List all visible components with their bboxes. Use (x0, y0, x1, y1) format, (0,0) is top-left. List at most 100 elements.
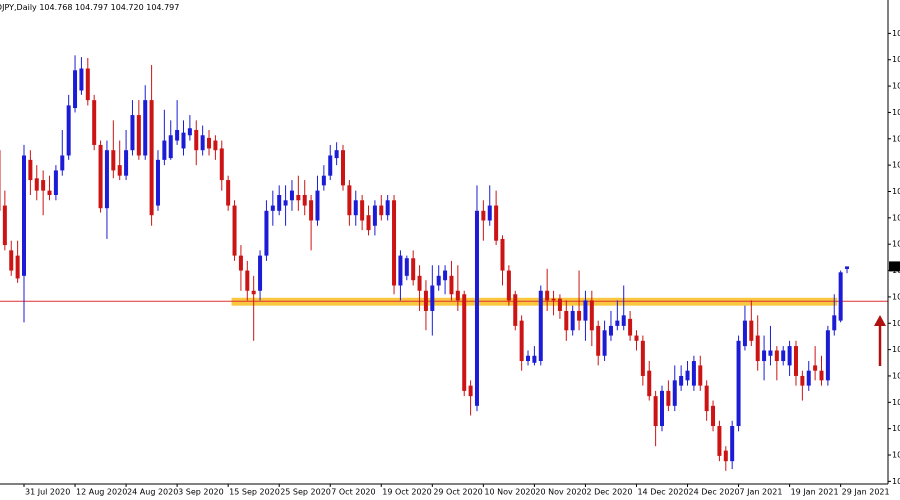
y-tick-label: 103.550 (892, 371, 900, 380)
y-tick-label: 104.450 (892, 292, 900, 301)
candle-body (411, 258, 416, 281)
candle-body (238, 255, 243, 271)
candle-body (557, 298, 562, 311)
candle-body (730, 426, 735, 462)
candle-body (538, 290, 543, 362)
y-tick-label: 104.150 (892, 319, 900, 328)
candle-body (813, 365, 818, 371)
candle-body (506, 270, 511, 301)
candle-body (832, 315, 837, 331)
candle-body (749, 320, 754, 341)
candle-body (277, 195, 282, 211)
candle-body (207, 137, 212, 149)
candle-body (200, 135, 205, 151)
candle-body (806, 370, 811, 386)
candle-body (781, 350, 786, 362)
candle-body (194, 130, 199, 151)
y-tick-label: 102.350 (892, 477, 900, 486)
candle-body (360, 200, 365, 221)
candle-body (296, 195, 301, 201)
x-tick-label: 25 Sep 2020 (280, 488, 331, 497)
candle-body (436, 275, 441, 286)
candle-body (819, 370, 824, 381)
candle-body (762, 350, 767, 362)
candle-body (468, 385, 473, 397)
chart-header: USDJPY,Daily 104.768 104.797 104.720 104… (0, 3, 179, 12)
current-price-label: 104.797 (891, 262, 900, 271)
candle-body (41, 180, 46, 191)
low-value: 104.720 (111, 3, 144, 12)
candle-body (800, 375, 805, 386)
candle-body (28, 159, 33, 181)
candle-body (787, 346, 792, 366)
x-tick-label: 7 Jan 2021 (740, 488, 783, 497)
y-tick-label: 105.350 (892, 213, 900, 222)
current-price-box (889, 261, 900, 272)
candle-body (73, 70, 78, 109)
candle-body (219, 148, 224, 181)
y-tick-label: 106.850 (892, 82, 900, 91)
y-tick-label: 102.650 (892, 451, 900, 460)
candle-body (232, 205, 237, 256)
candle-body (251, 290, 256, 295)
candle-body (92, 100, 97, 145)
candle-body (372, 205, 377, 226)
candle-body (545, 290, 550, 301)
candle-body (685, 370, 690, 381)
candle-body (53, 170, 58, 196)
candle-body (449, 275, 454, 295)
x-tick-label: 31 Jul 2020 (25, 488, 70, 497)
candle-body (423, 290, 428, 311)
candle-body (258, 255, 263, 291)
candle-body (653, 396, 658, 427)
high-value: 104.797 (75, 3, 108, 12)
candle-body (768, 350, 773, 356)
candle-body (309, 200, 314, 221)
candle-body (124, 150, 129, 176)
candle-body (717, 426, 722, 456)
candle-body (474, 210, 479, 406)
candle-body (245, 270, 250, 291)
candle-body (755, 335, 760, 362)
x-tick-label: 12 Aug 2020 (76, 488, 127, 497)
candle-body (621, 315, 626, 326)
candle-body (711, 405, 716, 427)
candle-body (175, 130, 180, 141)
y-tick-label: 105.950 (892, 161, 900, 170)
candle-body (691, 361, 696, 386)
candle-body (168, 135, 173, 159)
candle-body (34, 178, 39, 191)
candle-body (321, 175, 326, 186)
x-tick-label: 10 Nov 2020 (484, 488, 535, 497)
x-tick-label: 15 Sep 2020 (229, 488, 280, 497)
candle-body (551, 298, 556, 301)
candle-body (347, 185, 352, 216)
x-tick-label: 3 Sep 2020 (178, 488, 224, 497)
candle-body (672, 380, 677, 406)
candle-body (570, 310, 575, 331)
candle-body (66, 105, 71, 156)
y-tick-label: 106.550 (892, 108, 900, 117)
candle-body (385, 200, 390, 216)
candle-body (398, 255, 403, 286)
candle-body (513, 294, 518, 326)
candle-body (404, 258, 409, 276)
x-tick-label: 20 Nov 2020 (535, 488, 586, 497)
candle-body (328, 155, 333, 176)
candle-body (640, 340, 645, 376)
candle-body (647, 370, 652, 397)
plot-area (0, 55, 888, 471)
x-tick-label: 29 Oct 2020 (433, 488, 482, 497)
candle-body (487, 205, 492, 221)
candle-body (162, 140, 167, 160)
y-tick-label: 105.050 (892, 240, 900, 249)
symbol: USDJPY,Daily (0, 3, 37, 12)
candle-body (666, 390, 671, 406)
x-tick-label: 2 Dec 2020 (586, 488, 632, 497)
candle-body (9, 250, 14, 271)
candle-body (98, 144, 103, 209)
candle-body (519, 320, 524, 362)
